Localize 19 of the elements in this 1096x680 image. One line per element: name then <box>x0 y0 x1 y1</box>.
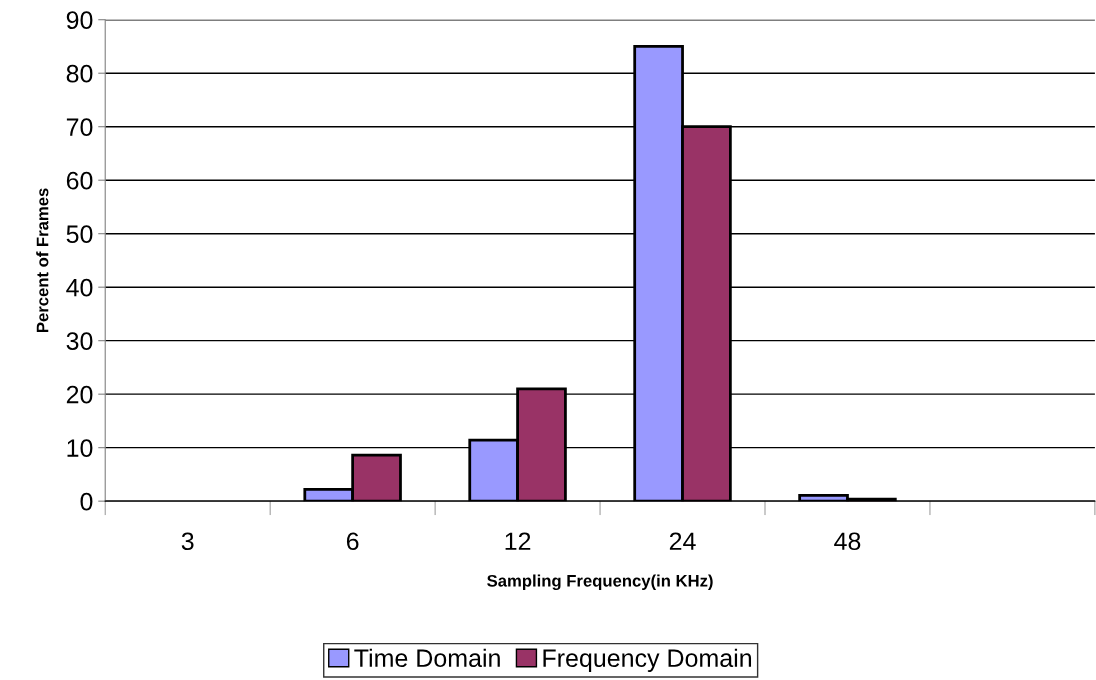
y-tick-label: 60 <box>66 171 93 190</box>
y-tick-label: 10 <box>67 439 93 457</box>
y-tick-label: 70 <box>66 118 93 137</box>
y-tick-label: 20 <box>66 385 93 404</box>
x-tick-label: 48 <box>834 532 861 551</box>
legend-label: Frequency Domain <box>543 648 752 672</box>
x-axis-title: Sampling Frequency(in KHz) <box>487 574 713 591</box>
y-tick-label: 90 <box>66 11 93 30</box>
y-tick-label: 80 <box>66 64 93 83</box>
y-tick-label: 0 <box>80 492 93 511</box>
legend-label: Time Domain <box>354 648 500 668</box>
x-tick-label: 6 <box>346 532 359 551</box>
y-tick-label: 30 <box>66 332 93 350</box>
x-tick-label: 12 <box>505 532 531 550</box>
x-tick-label: 3 <box>181 532 194 551</box>
y-tick-label: 40 <box>66 278 93 297</box>
x-tick-label: 24 <box>669 532 696 550</box>
y-tick-label: 50 <box>66 225 93 243</box>
y-axis-title: Percent of Frames <box>36 188 49 333</box>
